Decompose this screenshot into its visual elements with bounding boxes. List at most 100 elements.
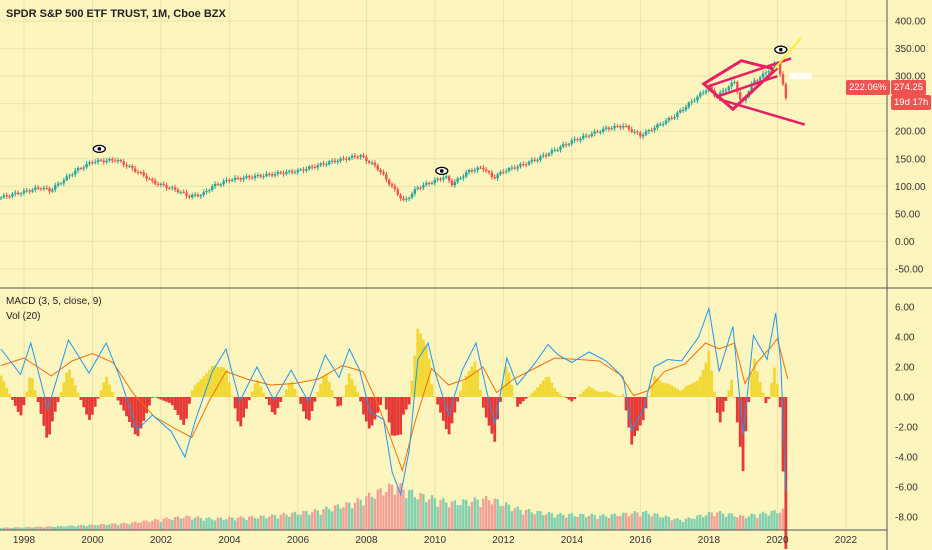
histogram-bar bbox=[744, 397, 748, 432]
histogram-bar bbox=[750, 372, 754, 397]
volume-bar bbox=[336, 504, 339, 530]
volume-bar bbox=[778, 512, 782, 530]
histogram-bar bbox=[33, 390, 37, 397]
candle-body bbox=[527, 161, 531, 165]
histogram-bar bbox=[364, 397, 368, 422]
volume-bar bbox=[741, 515, 745, 530]
histogram-bar bbox=[168, 397, 171, 403]
histogram-bar bbox=[373, 397, 377, 420]
volume-bar bbox=[45, 526, 48, 530]
candle-body bbox=[376, 165, 379, 170]
candle-body bbox=[248, 176, 251, 178]
volume-bar bbox=[216, 517, 220, 530]
histogram-bar bbox=[370, 397, 374, 426]
candle-body bbox=[516, 166, 519, 169]
histogram-bar bbox=[678, 390, 682, 397]
histogram-bar bbox=[664, 383, 668, 397]
time-tick-label: 2020 bbox=[766, 535, 789, 546]
vol-label: Vol (20) bbox=[6, 311, 41, 322]
volume-bar bbox=[88, 524, 91, 530]
volume-bar bbox=[470, 501, 474, 530]
histogram-bar bbox=[507, 372, 511, 397]
signal-line bbox=[0, 337, 789, 473]
histogram-bar bbox=[179, 397, 183, 420]
volume-bar bbox=[96, 525, 100, 530]
volume-bar bbox=[553, 517, 556, 530]
histogram-bar bbox=[658, 380, 662, 397]
volume-bar bbox=[453, 500, 457, 530]
volume-bar bbox=[313, 509, 317, 530]
histogram-bar bbox=[573, 397, 577, 400]
candle-body bbox=[136, 171, 140, 173]
volume-bar bbox=[265, 518, 268, 530]
volume-bar bbox=[716, 512, 719, 530]
price-tag: 274.25 bbox=[891, 80, 927, 95]
volume-bar bbox=[51, 526, 54, 530]
volume-bar bbox=[28, 526, 31, 530]
histogram-bar bbox=[764, 397, 768, 404]
volume-bar bbox=[522, 514, 525, 530]
volume-bar bbox=[253, 517, 257, 530]
histogram-bar bbox=[236, 397, 240, 422]
candle-body bbox=[302, 169, 305, 171]
histogram-bar bbox=[424, 345, 428, 397]
volume-bar bbox=[667, 516, 671, 530]
histogram-bar bbox=[707, 350, 711, 397]
volume-bar bbox=[279, 514, 282, 530]
volume-bar bbox=[333, 505, 337, 530]
candle-body bbox=[402, 198, 405, 200]
volume-bar bbox=[299, 514, 302, 530]
histogram-bar bbox=[287, 383, 291, 397]
candle-body bbox=[102, 160, 105, 163]
candle-body bbox=[613, 125, 616, 129]
volume-bar bbox=[316, 510, 320, 530]
volume-bar bbox=[365, 496, 368, 530]
time-tick-label: 2008 bbox=[355, 535, 378, 546]
candle-body bbox=[5, 195, 8, 197]
candle-body bbox=[8, 196, 11, 198]
macd-tick-label: -6.00 bbox=[895, 483, 918, 494]
candle-body bbox=[239, 178, 242, 180]
histogram-bar bbox=[521, 397, 525, 402]
histogram-bar bbox=[718, 397, 722, 423]
candle-body bbox=[576, 139, 579, 141]
histogram-bar bbox=[339, 397, 343, 406]
volume-bar bbox=[436, 506, 439, 530]
histogram-bar bbox=[730, 379, 734, 397]
histogram-bar bbox=[587, 386, 591, 397]
histogram-bar bbox=[738, 397, 742, 447]
histogram-bar bbox=[65, 372, 69, 397]
volume-bar bbox=[208, 517, 211, 530]
candle-body bbox=[753, 80, 756, 85]
candle-body bbox=[270, 174, 274, 176]
volume-bar bbox=[653, 513, 656, 530]
candle-body bbox=[690, 101, 693, 103]
histogram-bar bbox=[461, 381, 465, 397]
price-tick-label: 200.00 bbox=[895, 127, 926, 138]
histogram-bar bbox=[713, 391, 716, 397]
histogram-bar bbox=[453, 397, 457, 413]
time-tick-label: 2010 bbox=[424, 535, 447, 546]
histogram-bar bbox=[230, 395, 234, 397]
candle-body bbox=[373, 162, 377, 166]
volume-bar bbox=[236, 517, 240, 530]
candle-body bbox=[522, 164, 525, 166]
candle-body bbox=[499, 171, 502, 175]
candle-body bbox=[610, 128, 613, 130]
volume-bar bbox=[758, 513, 762, 530]
candle-body bbox=[268, 173, 271, 175]
candle-body bbox=[616, 125, 619, 127]
histogram-bar bbox=[430, 384, 434, 397]
histogram-bar bbox=[193, 385, 197, 397]
histogram-bar bbox=[125, 397, 129, 417]
volume-bar bbox=[727, 513, 730, 530]
candle-body bbox=[405, 198, 408, 200]
candle-body bbox=[633, 131, 636, 133]
volume-bar bbox=[721, 513, 725, 530]
candle-body bbox=[399, 194, 402, 199]
candle-body bbox=[764, 72, 768, 74]
histogram-bar bbox=[701, 369, 705, 397]
histogram-bar bbox=[31, 378, 34, 397]
candle-body bbox=[604, 127, 608, 129]
